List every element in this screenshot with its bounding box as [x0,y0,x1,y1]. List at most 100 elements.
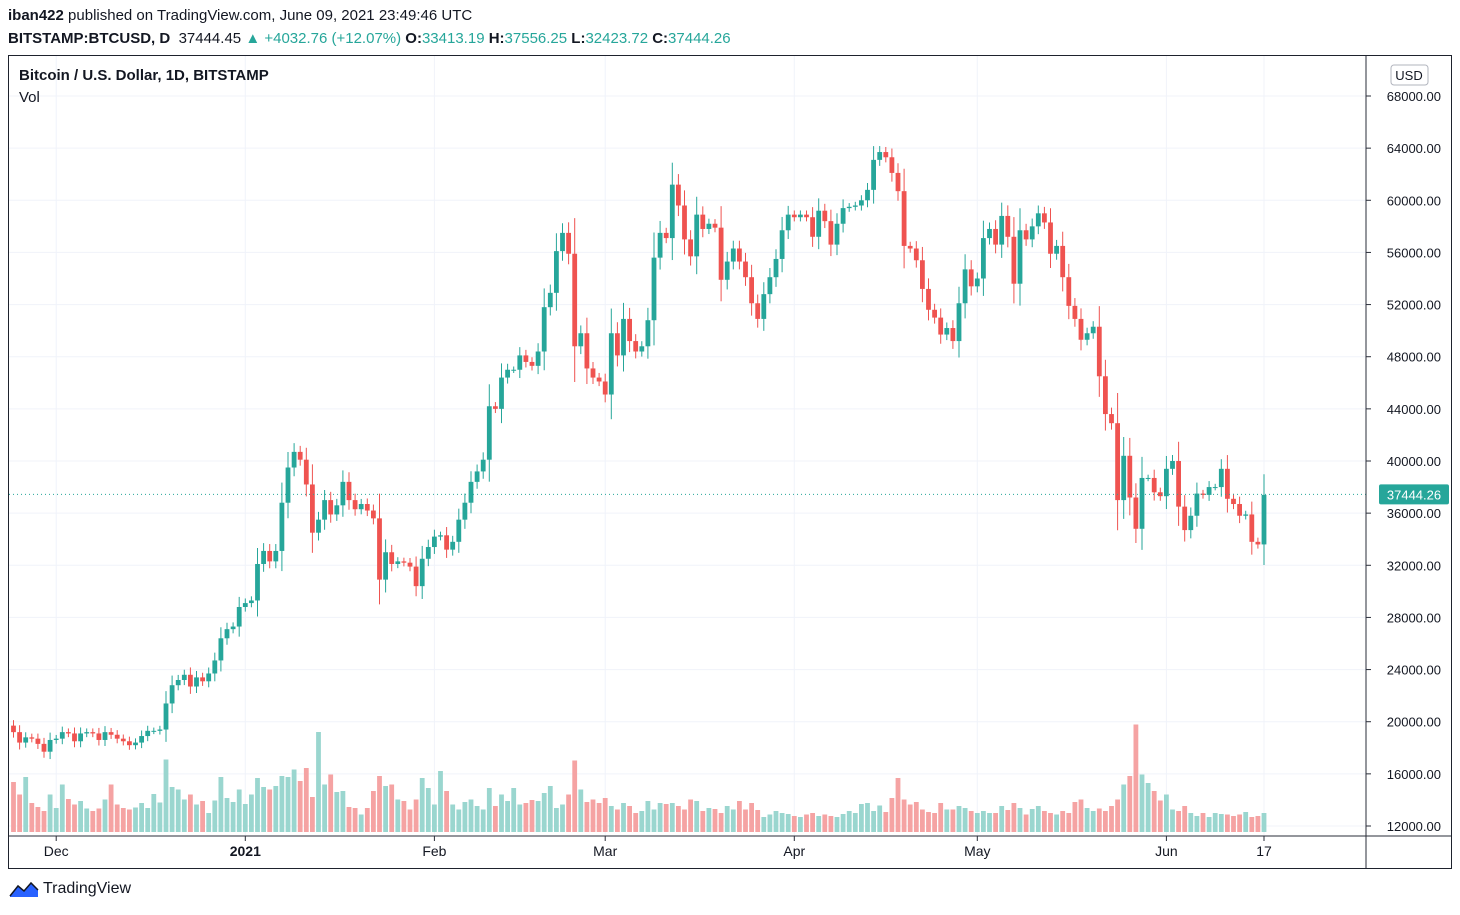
candle-body [1029,226,1035,240]
candle-body [1133,497,1139,529]
candle-body [322,500,327,520]
volume-bar [962,808,968,832]
volume-bar [737,801,742,832]
open-label: O: [405,30,422,47]
candle-body [633,341,639,352]
volume-bar [462,802,468,832]
series-title: Bitcoin / U.S. Dollar, 1D, BITSTAMP [19,67,269,84]
volume-bar [139,803,144,832]
candle-body [163,703,169,730]
candle-body [242,603,248,607]
candle-body [834,223,840,245]
volume-bar [1255,816,1261,832]
volume-bar [791,816,797,832]
volume-bar [1115,799,1120,832]
candle-body [1005,215,1011,237]
volume-bar [285,777,291,832]
volume-bar [157,802,163,832]
volume-bar [41,811,47,832]
volume-bar [29,803,35,832]
publish-text: published on TradingView.com, June 09, 2… [63,7,473,24]
candle-body [590,368,596,378]
candle-body [133,742,138,746]
candle-body [230,626,236,630]
volume-bar [444,791,449,832]
volume-bar [371,791,376,832]
candle-body [108,732,114,735]
candle-body [11,725,16,733]
candle-body [718,227,724,280]
volume-bar [944,809,950,832]
volume-bar [578,789,584,832]
price-chart[interactable]: 68000.00 64000.00 60000.00 56000.00 52000.00… [9,56,1451,868]
y-tick-label: 56000.00 [1387,245,1441,260]
candle-body [96,733,102,740]
volume-bar [1170,809,1175,832]
candle-body [962,269,968,304]
volume-bar [169,787,175,832]
candle-body [364,504,370,511]
chart-frame [8,55,1452,869]
candle-body [639,346,645,352]
candle-body [804,214,809,218]
volume-bar [303,768,309,832]
candle-body [779,230,785,259]
volume-bar [1188,813,1194,832]
candle-body [566,232,571,254]
candle-body [462,502,468,520]
publisher-name[interactable]: iban422 [8,7,64,24]
candle-body [188,674,193,687]
candle-body [1103,376,1108,415]
currency-badge[interactable]: USD [1390,64,1429,86]
volume-bar [1084,808,1090,832]
change-value: +4032.76 (+12.07%) [264,30,402,47]
candle-body [1200,493,1206,495]
candle-body [59,732,65,739]
candle-body [1157,492,1163,497]
volume-bar [816,816,822,832]
candle-body [316,519,321,533]
volume-bar [554,808,559,832]
volume-label: Vol [19,89,40,106]
x-tick-label: Jun [1155,843,1178,859]
volume-bar [1060,811,1066,832]
candle-body [1048,222,1053,254]
candle-body [157,729,163,731]
volume-bar [377,776,382,832]
volume-bar [968,811,974,832]
candle-body [352,500,358,510]
volume-bar [310,797,315,832]
volume-bar [987,813,992,832]
candle-body [572,253,578,347]
candle-body [1054,245,1059,254]
candle-body [1060,245,1066,278]
volume-bar [907,804,913,832]
y-tick-label: 44000.00 [1387,402,1441,417]
candle-body [303,459,309,485]
candle-body [852,205,858,207]
candle-body [511,369,517,371]
candle-body [267,550,273,562]
volume-bar [419,778,425,832]
candle-body [688,239,693,257]
volume-bar [505,801,510,832]
volume-bar [865,803,870,832]
volume-bar [328,774,334,832]
volume-bar [615,809,620,832]
last-price-badge: 37444.26 [1379,484,1449,505]
candle-body [773,258,779,278]
candle-body [810,217,815,237]
candle-body [785,214,791,231]
candle-body [438,535,443,537]
volume-bar [145,808,151,832]
candle-body [1023,230,1029,240]
candle-body [883,152,889,158]
candle-body [249,600,254,604]
volume-bar [212,800,218,832]
volume-bar [456,809,462,832]
candle-body [255,563,260,601]
y-tick-label: 40000.00 [1387,454,1441,469]
candle-body [371,510,376,519]
tradingview-logo[interactable]: TradingView [9,880,131,898]
candle-body [493,406,498,409]
